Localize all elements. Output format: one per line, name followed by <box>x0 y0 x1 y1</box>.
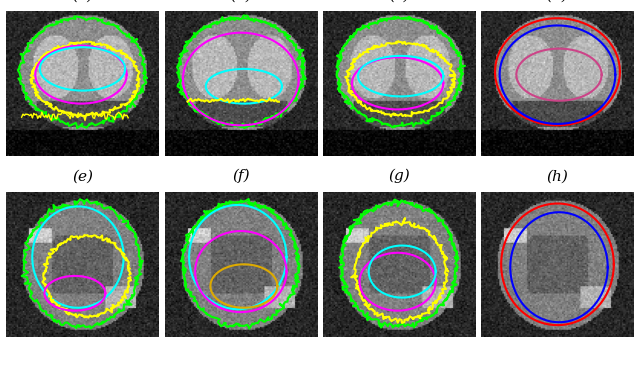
Text: (g): (g) <box>388 169 410 183</box>
Text: (d): (d) <box>547 0 568 2</box>
Text: (e): (e) <box>72 169 93 183</box>
Text: (f): (f) <box>232 169 250 183</box>
Text: (a): (a) <box>72 0 93 2</box>
Text: (c): (c) <box>389 0 410 2</box>
Text: (b): (b) <box>230 0 252 2</box>
Text: (h): (h) <box>547 169 568 183</box>
